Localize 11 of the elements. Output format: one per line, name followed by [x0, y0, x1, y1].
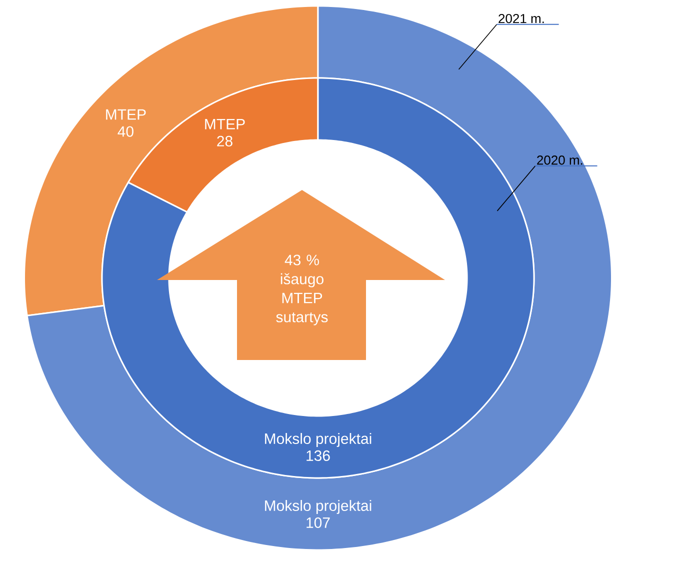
slice-label: MTEP [205, 118, 245, 130]
slice-label: 2021 m. [498, 14, 544, 24]
slice-label: 2020 m. [537, 156, 582, 165]
data-label: 28 [217, 136, 232, 146]
slice-label: MTEP [106, 109, 146, 120]
text: 43 % išaugo MTEP sutartys [276, 254, 328, 326]
slice-label: Mokslo projektai [265, 500, 372, 514]
slice-label: Mokslo projektai [265, 432, 372, 447]
data-label: 40 [118, 126, 134, 137]
data-label: 136 [306, 450, 330, 461]
data-label: 107 [306, 517, 330, 528]
